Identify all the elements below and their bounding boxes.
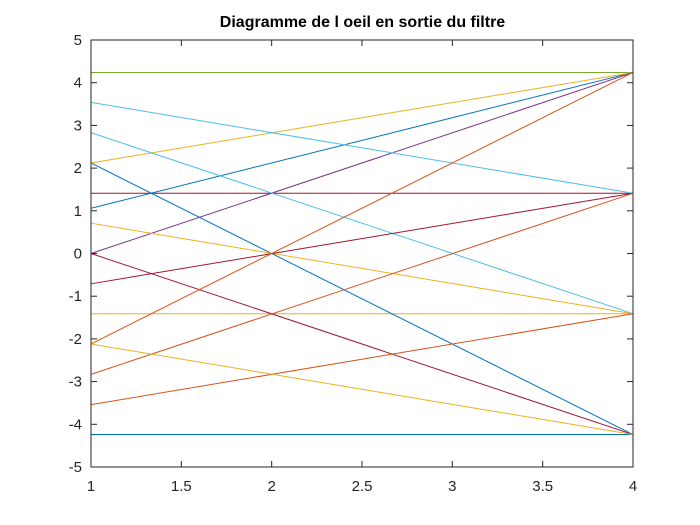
series-line-11 — [90, 222, 634, 315]
y-tick-label: 5 — [74, 32, 82, 49]
series-line-14 — [90, 72, 634, 345]
series-line-9 — [90, 101, 634, 194]
series-line-8 — [90, 71, 634, 254]
x-tick-label: 2 — [267, 478, 275, 495]
series-layer — [90, 71, 634, 436]
y-tick-label: -5 — [69, 459, 82, 476]
series-line-16 — [90, 313, 634, 406]
y-tick-label: 4 — [74, 75, 82, 92]
x-tick-label: 2.5 — [352, 478, 373, 495]
y-tick-label: -3 — [69, 374, 82, 391]
series-line-7 — [90, 71, 634, 164]
series-line-5 — [90, 71, 634, 209]
y-tick-label: 2 — [74, 160, 82, 177]
x-tick-label: 3.5 — [532, 478, 553, 495]
series-line-10 — [90, 132, 634, 315]
axes-box — [90, 39, 634, 468]
x-tick-label: 1.5 — [171, 478, 192, 495]
y-tick-label: -1 — [69, 288, 82, 305]
chart-title: Diagramme de l oeil en sortie du filtre — [219, 14, 506, 31]
series-line-13 — [90, 253, 634, 436]
y-tick-label: 3 — [74, 117, 82, 134]
series-line-17 — [90, 343, 634, 436]
x-tick-label: 3 — [448, 478, 456, 495]
series-line-12 — [90, 192, 634, 285]
series-line-6 — [90, 162, 634, 435]
y-tick-label: 0 — [74, 246, 82, 263]
x-tick-label: 1 — [87, 478, 95, 495]
y-tick-label: 1 — [74, 203, 82, 220]
x-tick-label: 4 — [629, 478, 637, 495]
series-line-15 — [90, 192, 634, 375]
y-tick-label: -4 — [69, 416, 82, 433]
y-tick-label: -2 — [69, 331, 82, 348]
tick-layer: 1 1.5 2 2.5 3 3.5 4 5 4 3 2 1 0 -1 -2 -3 -4 -5 — [69, 32, 638, 495]
